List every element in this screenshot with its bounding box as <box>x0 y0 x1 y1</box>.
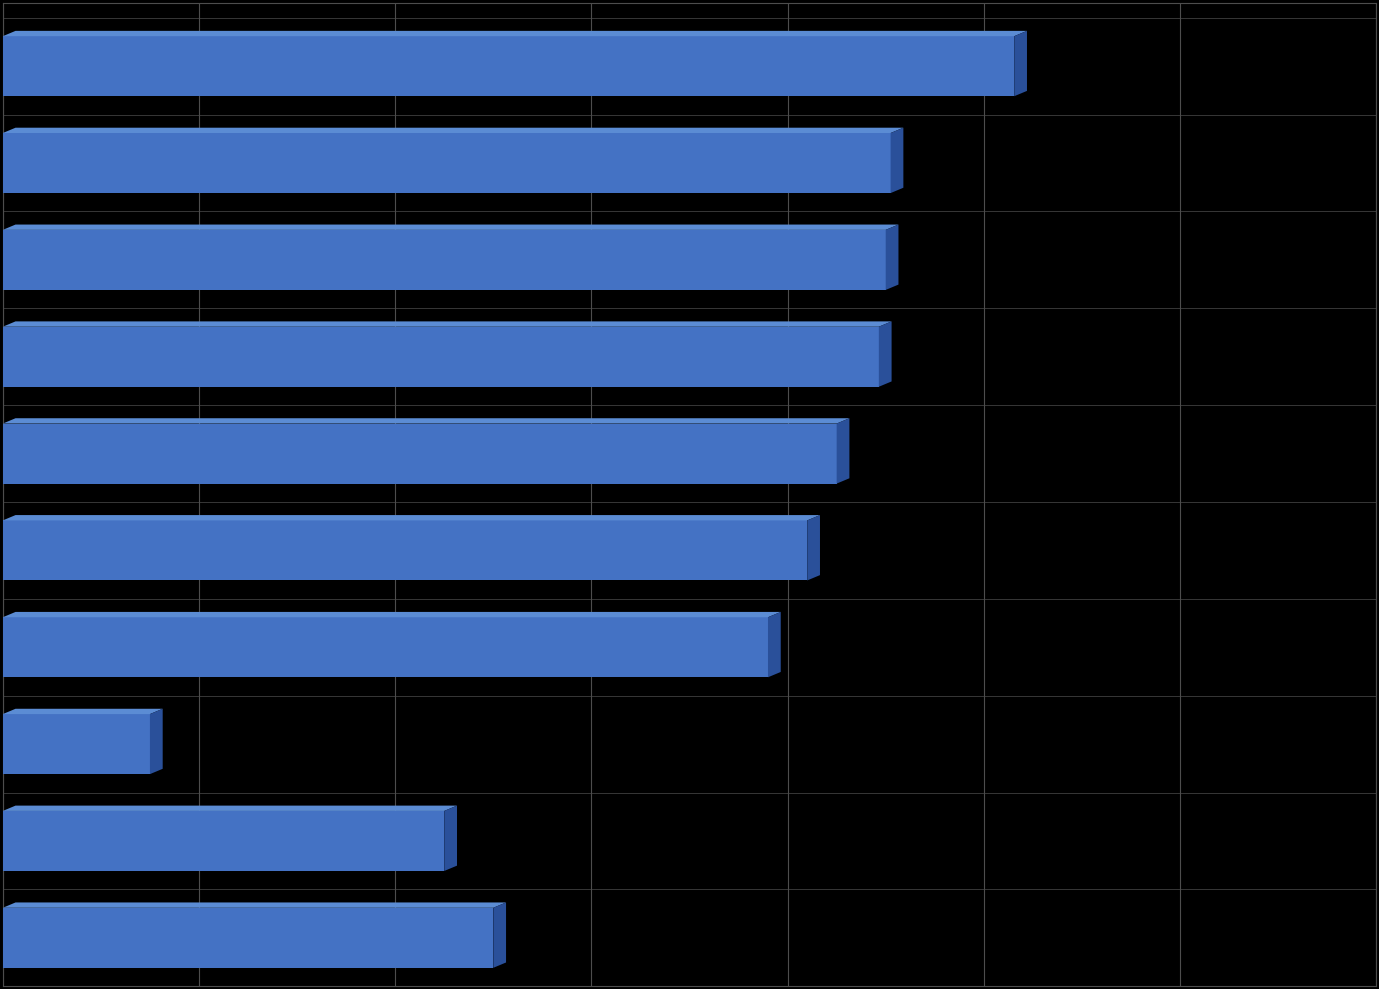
Polygon shape <box>885 225 899 290</box>
Bar <box>3 134 891 193</box>
Polygon shape <box>3 515 821 520</box>
Bar <box>3 326 878 387</box>
Polygon shape <box>3 31 1027 37</box>
Bar <box>3 229 885 290</box>
Polygon shape <box>3 612 781 617</box>
Polygon shape <box>837 418 849 484</box>
Bar <box>3 423 837 484</box>
Polygon shape <box>3 806 456 811</box>
Polygon shape <box>3 128 903 134</box>
Bar <box>3 811 444 871</box>
Polygon shape <box>150 709 163 774</box>
Polygon shape <box>1014 31 1027 96</box>
Polygon shape <box>3 709 163 714</box>
Polygon shape <box>3 902 506 908</box>
Bar <box>3 520 807 581</box>
Polygon shape <box>807 515 821 581</box>
Polygon shape <box>3 418 849 423</box>
Polygon shape <box>878 321 892 387</box>
Bar <box>3 908 494 968</box>
Polygon shape <box>3 225 899 229</box>
Polygon shape <box>3 321 892 326</box>
Bar <box>3 37 1014 96</box>
Polygon shape <box>494 902 506 968</box>
Polygon shape <box>891 128 903 193</box>
Bar <box>3 714 150 774</box>
Polygon shape <box>768 612 781 677</box>
Bar <box>3 617 768 677</box>
Polygon shape <box>444 806 456 871</box>
